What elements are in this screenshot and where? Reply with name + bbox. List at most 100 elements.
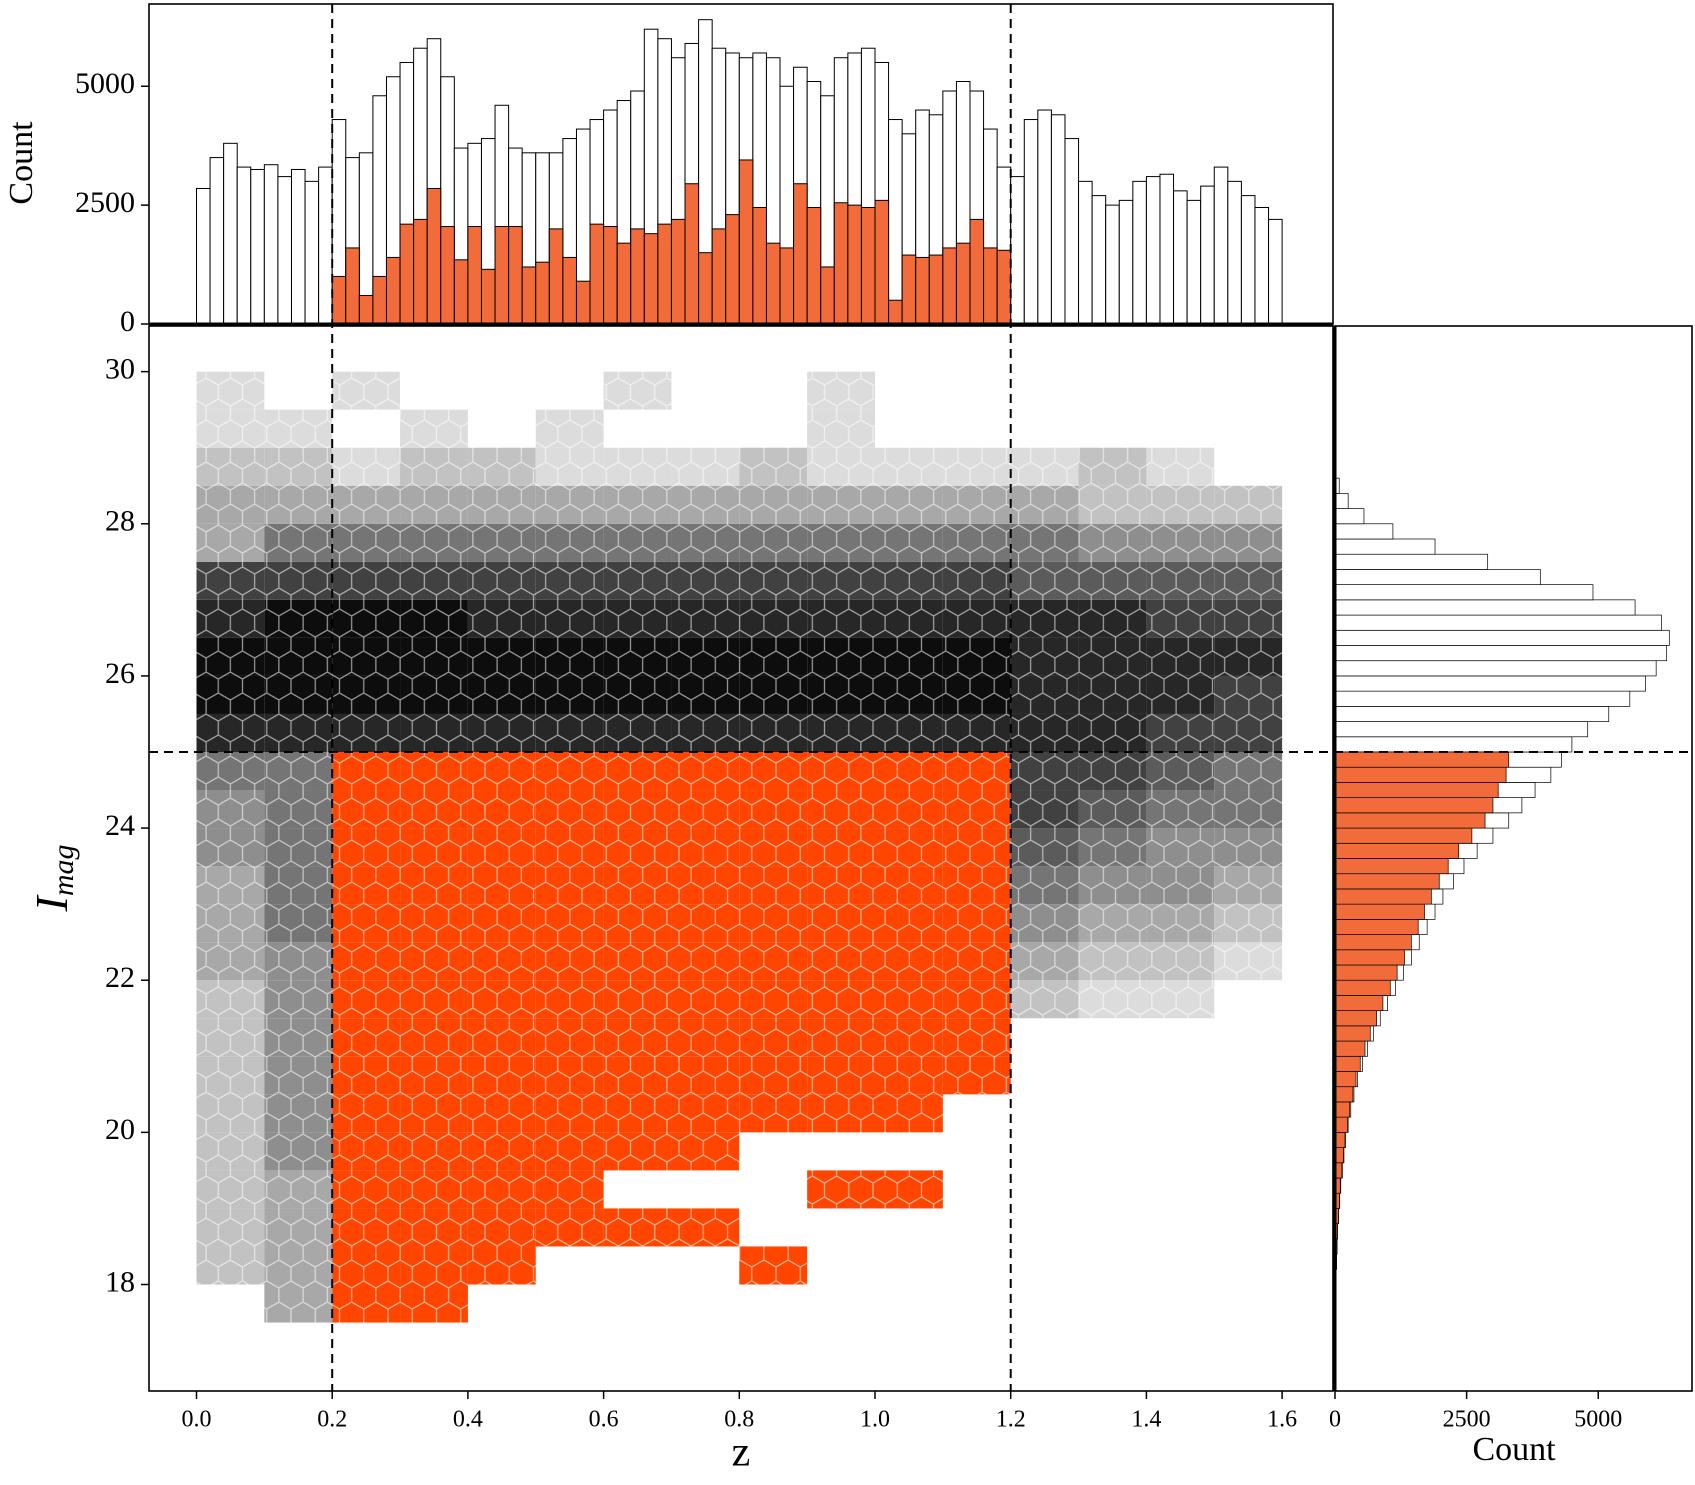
hist-bar <box>1334 1116 1348 1133</box>
hist-bar <box>833 202 849 325</box>
main-frame <box>148 325 1334 1392</box>
hist-bar <box>1334 584 1594 601</box>
hist-bar <box>1334 690 1631 707</box>
y-tick-label: 28 <box>105 505 135 538</box>
hist-bar <box>1037 109 1052 325</box>
hist-bar <box>1334 660 1657 677</box>
hist-bar <box>1334 1055 1361 1072</box>
hist-bar <box>1334 812 1486 829</box>
hist-bar <box>358 294 374 325</box>
hist-bar <box>1334 569 1541 585</box>
hist-bar <box>793 183 808 325</box>
hist-bar <box>738 159 754 325</box>
y-tick-label: 2500 <box>75 186 135 219</box>
x-tick-label: 0.0 <box>181 1407 211 1433</box>
y-tick-label: 26 <box>105 657 135 690</box>
hist-bar <box>996 249 1012 325</box>
hist-bar <box>1334 827 1473 844</box>
x-tick-label: 2500 <box>1443 1407 1491 1433</box>
hist-bar <box>1334 995 1384 1011</box>
hist-bar <box>684 183 700 325</box>
hist-bar <box>1050 114 1066 325</box>
hist-bar <box>413 218 428 325</box>
hist-bar <box>847 204 862 325</box>
hist-bar <box>603 226 618 325</box>
hist-bar <box>1159 173 1175 325</box>
hist-bar <box>426 187 442 325</box>
hist-bar <box>779 247 795 325</box>
hist-bar <box>616 242 632 325</box>
hist-bar <box>1334 888 1432 905</box>
hist-bar <box>1213 166 1229 325</box>
hist-bar <box>1334 508 1365 525</box>
hist-bar <box>195 187 211 325</box>
x-tick-label: 0.4 <box>453 1407 483 1433</box>
hist-bar <box>1334 797 1494 814</box>
y-tick-label: 22 <box>105 961 135 994</box>
hist-bar <box>657 223 672 325</box>
x-tick-label: 0.6 <box>589 1407 619 1433</box>
hist-bar <box>1132 180 1147 325</box>
x-tick-label: 0.2 <box>317 1407 347 1433</box>
hist-bar <box>1334 1086 1354 1103</box>
hist-bar <box>548 228 564 325</box>
hist-bar <box>1023 119 1039 325</box>
hist-bar <box>1334 493 1349 509</box>
hex-texture <box>149 326 1333 1391</box>
x-tick-label: 1.2 <box>996 1407 1026 1433</box>
hist-bar <box>928 254 944 325</box>
hist-bar <box>290 168 306 325</box>
hist-bar <box>263 164 279 325</box>
hist-bar <box>1334 903 1425 920</box>
hist-bar <box>453 259 469 325</box>
hist-bar <box>1240 195 1256 325</box>
hist-bar <box>209 157 225 325</box>
hist-bar <box>385 256 401 325</box>
hist-bar <box>331 275 347 325</box>
hist-bar <box>1334 1132 1346 1148</box>
hist-bar <box>1334 599 1636 616</box>
hist-bar <box>643 233 659 325</box>
hist-bar <box>1334 614 1662 631</box>
hist-bar <box>236 166 252 325</box>
hist-bar <box>752 207 767 325</box>
hist-bar <box>1078 180 1093 325</box>
hist-bar <box>1268 218 1283 325</box>
hist-bar <box>806 207 822 325</box>
hist-bar <box>1105 204 1120 325</box>
hist-bar <box>1334 645 1668 662</box>
y-tick-label: 18 <box>105 1265 135 1298</box>
hist-bar <box>983 247 998 325</box>
hist-bar <box>1334 736 1573 753</box>
hist-bar <box>1334 751 1510 768</box>
hist-bar <box>1334 919 1419 935</box>
hist-bar <box>1334 964 1398 981</box>
y-tick-label: 24 <box>105 809 135 842</box>
hist-bar <box>1334 629 1670 646</box>
hist-bar <box>1334 1071 1357 1088</box>
hist-bar <box>1200 185 1215 325</box>
x-tick-label: 1.6 <box>1267 1407 1297 1433</box>
right-frame <box>1334 325 1693 1392</box>
x-tick-label: 0 <box>1329 1407 1341 1433</box>
hist-bar <box>1334 979 1391 996</box>
y-tick-label: 5000 <box>75 67 135 100</box>
hist-bar <box>711 228 727 325</box>
hist-bar <box>1334 873 1440 890</box>
hist-bar <box>1334 949 1405 966</box>
hist-bar <box>1227 180 1242 325</box>
y-label-sub: mag <box>47 845 80 897</box>
hist-bar <box>277 176 292 325</box>
hist-bar <box>1334 706 1610 722</box>
x-tick-label: 5000 <box>1574 1407 1622 1433</box>
hist-bar <box>1334 523 1394 540</box>
hist-bar <box>372 275 387 325</box>
hist-bar <box>440 226 455 325</box>
hist-bar <box>888 119 903 325</box>
hist-bar <box>860 207 876 325</box>
hist-bar <box>915 256 930 325</box>
y-tick-label: 0 <box>120 305 135 338</box>
hist-bar <box>250 168 265 325</box>
hist-bar <box>820 266 835 325</box>
top-frame <box>148 3 1334 325</box>
